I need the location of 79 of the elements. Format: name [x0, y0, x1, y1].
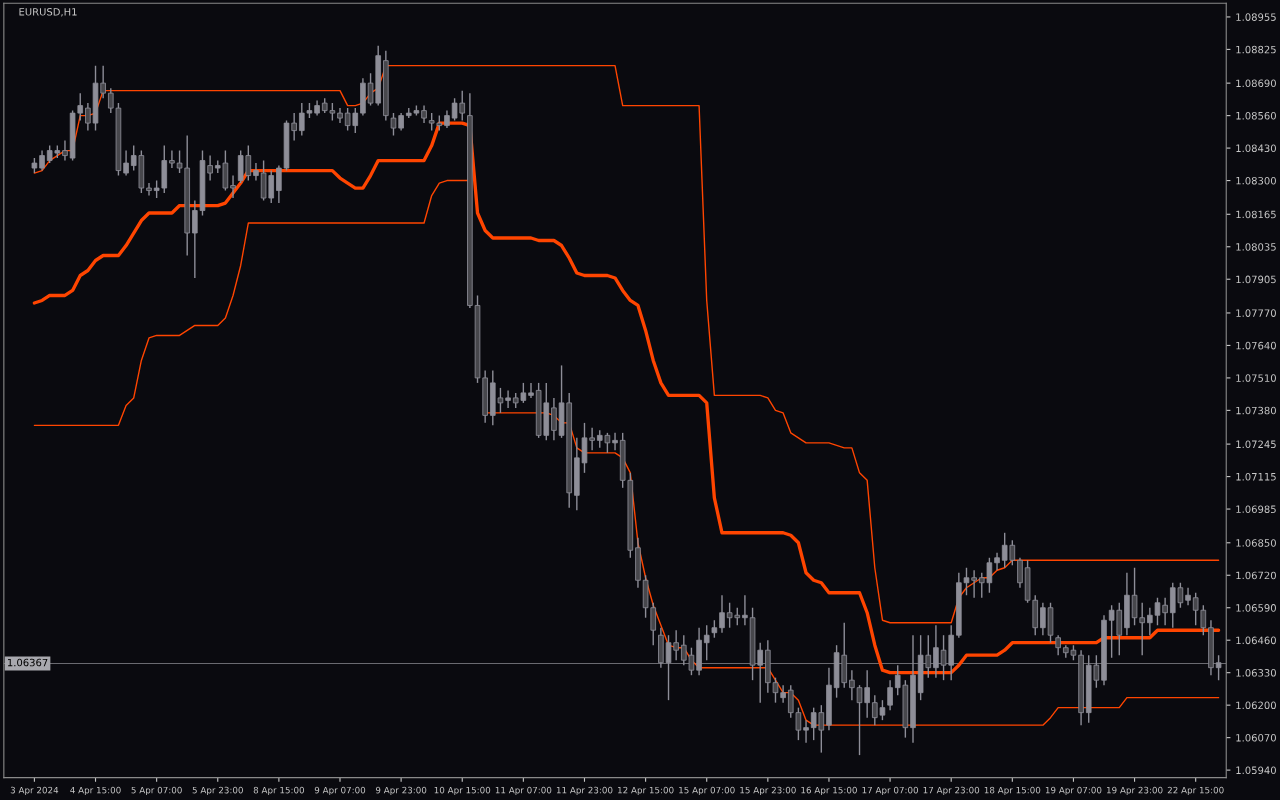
x-tick-label: 9 Apr 07:00	[314, 786, 366, 796]
y-tick-label: 1.07245	[1236, 440, 1276, 449]
candlestick	[803, 719, 809, 744]
candlestick	[612, 432, 618, 452]
y-tick-label: 1.06850	[1236, 539, 1276, 547]
y-tick-label: 1.08560	[1236, 111, 1276, 120]
candlestick	[253, 162, 259, 182]
y-tick-label: 1.08165	[1236, 210, 1276, 219]
y-tick-label: 1.07770	[1236, 309, 1276, 317]
y-tick-label: 1.08300	[1236, 176, 1276, 185]
x-tick-label: 3 Apr 2024	[10, 786, 59, 796]
y-tick-label: 1.06985	[1236, 505, 1276, 513]
candlestick	[703, 624, 710, 661]
x-tick-label: 5 Apr 07:00	[131, 786, 182, 796]
candlestick	[719, 594, 725, 634]
candlestick	[276, 164, 282, 204]
x-tick-label: 8 Apr 15:00	[253, 786, 305, 796]
y-tick-label: 1.08690	[1236, 79, 1276, 88]
x-tick-label: 17 Apr 23:00	[923, 786, 980, 796]
candlestick	[1185, 587, 1191, 606]
candlestick	[123, 149, 129, 177]
candlestick	[169, 149, 175, 169]
x-tick-label: 12 Apr 15:00	[618, 786, 674, 796]
y-tick-label: 1.06590	[1236, 604, 1276, 612]
candlestick	[780, 684, 786, 704]
candlestick	[528, 382, 534, 399]
candlestick	[1040, 602, 1046, 636]
candlestick	[1017, 557, 1023, 589]
candlestick	[230, 174, 236, 199]
x-tick-label: 11 Apr 07:00	[495, 786, 552, 796]
candlestick	[1215, 654, 1222, 681]
y-tick-label: 1.06200	[1236, 701, 1276, 710]
y-tick-label: 1.05940	[1236, 766, 1276, 775]
candlestick	[551, 397, 557, 442]
y-tick-label: 1.07510	[1236, 374, 1276, 382]
candlestick	[146, 182, 152, 197]
candlestick	[742, 594, 748, 626]
candlestick	[971, 569, 977, 599]
candlestick	[887, 679, 893, 711]
y-tick-label: 1.07640	[1236, 341, 1276, 350]
x-tick-label: 19 Apr 07:00	[1045, 786, 1102, 796]
y-tick-label: 1.07905	[1236, 275, 1276, 284]
y-tick-label: 1.08035	[1236, 243, 1276, 251]
candlestick	[390, 112, 397, 137]
y-tick-label: 1.08955	[1236, 13, 1276, 21]
candlestick	[1162, 597, 1168, 626]
y-tick-label: 1.06070	[1236, 734, 1276, 742]
x-tick-label: 9 Apr 23:00	[375, 786, 427, 796]
candlestick	[39, 149, 45, 172]
candlestick	[207, 154, 213, 182]
candlestick	[505, 389, 511, 409]
x-tick-label: 4 Apr 15:00	[70, 786, 121, 796]
candlestick	[933, 624, 939, 679]
y-tick-label: 1.06720	[1236, 571, 1276, 580]
chart-title: EURUSD,H1	[19, 8, 77, 17]
y-tick-label: 1.07380	[1236, 406, 1276, 415]
x-tick-label: 22 Apr 15:00	[1167, 786, 1224, 796]
y-tick-label: 1.06330	[1236, 669, 1276, 677]
x-tick-label: 19 Apr 23:00	[1107, 786, 1163, 796]
x-tick-label: 11 Apr 23:00	[556, 786, 613, 796]
x-tick-label: 16 Apr 15:00	[801, 786, 857, 796]
ref-line-label: 1.06367	[7, 658, 48, 667]
candlestick	[85, 102, 91, 132]
candlestick	[1055, 634, 1061, 656]
line-series	[33, 64, 1220, 624]
x-tick-label: 15 Apr 23:00	[740, 786, 796, 796]
y-tick-label: 1.08825	[1236, 45, 1276, 54]
x-tick-label: 5 Apr 23:00	[192, 786, 243, 796]
candlestick	[589, 427, 595, 452]
candlestick	[62, 139, 68, 162]
x-tick-label: 10 Apr 15:00	[434, 786, 491, 796]
x-tick-label: 17 Apr 07:00	[862, 786, 919, 796]
candlestick	[994, 552, 1000, 571]
candlestick	[849, 669, 855, 701]
y-tick-label: 1.07115	[1236, 472, 1276, 481]
y-tick-label: 1.06460	[1236, 636, 1276, 645]
y-tick-label: 1.08430	[1236, 144, 1276, 153]
x-tick-label: 15 Apr 07:00	[679, 786, 735, 796]
x-tick-label: 18 Apr 15:00	[984, 786, 1041, 796]
